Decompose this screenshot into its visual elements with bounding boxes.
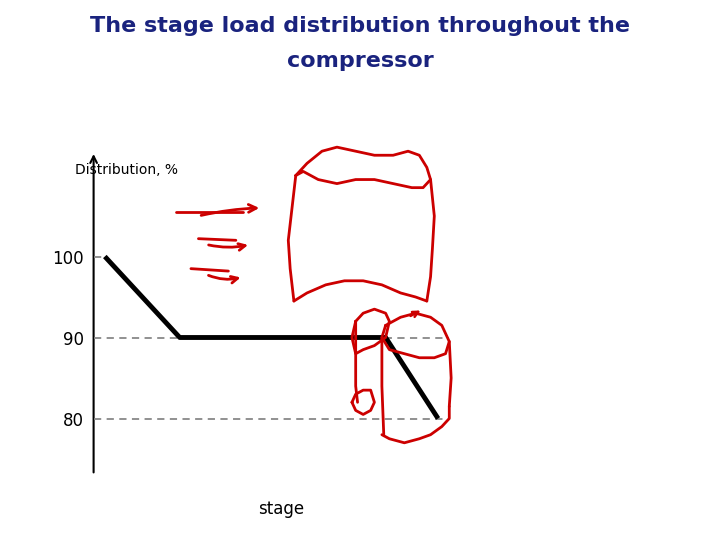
Text: Distribution, %: Distribution, % [75,164,178,177]
Text: The stage load distribution throughout the: The stage load distribution throughout t… [90,16,630,36]
Text: stage: stage [258,500,304,517]
Text: compressor: compressor [287,51,433,71]
